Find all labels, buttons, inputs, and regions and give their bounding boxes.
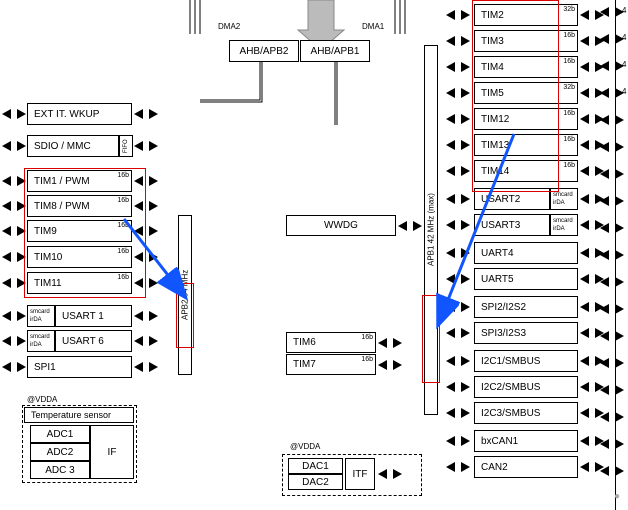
right-arrow-in-4: [446, 113, 470, 125]
side-fifo: FIFO: [119, 135, 133, 157]
right-block-15: I2C3/SMBUS: [474, 402, 578, 424]
left-arrow-out-3: [134, 200, 158, 212]
wwdg-arrow: [398, 220, 422, 232]
wwdg-box: WWDG: [286, 215, 396, 236]
far-right-arrow-7: [600, 195, 624, 207]
ahb-apb2-box: AHB/APB2: [229, 40, 299, 62]
left-block-4: TIM916b: [27, 220, 132, 242]
left-block-0: EXT IT. WKUP: [27, 103, 132, 125]
far-right-arrow-10: [600, 276, 624, 288]
right-arrow-in-2: [446, 61, 470, 73]
left-arrow-ext-0: [2, 108, 26, 120]
far-right-arrow-3: [600, 87, 624, 99]
right-block-0: TIM232b: [474, 4, 578, 26]
watermark: ●: [614, 491, 620, 502]
left-block-3: TIM8 / PWM16b: [27, 195, 132, 217]
blue-arrow-right: [430, 130, 525, 340]
far-right-arrow-9: [600, 249, 624, 261]
far-right-arrow-4: [600, 114, 624, 126]
far-right-arrow-13: [600, 357, 624, 369]
far-right-arrow-5: [600, 141, 624, 153]
left-block-6: TIM1116b: [27, 272, 132, 294]
left-arrow-ext-9: [2, 361, 26, 373]
dac-out-arrow: [378, 468, 402, 480]
side-irdA: smcard irDA: [27, 330, 55, 352]
left-arrow-ext-2: [2, 175, 26, 187]
right-side-7: smcard irDA: [550, 188, 578, 210]
left-arrow-ext-5: [2, 251, 26, 263]
right-block-4: TIM1216b: [474, 108, 578, 130]
center-vdda: @VDDA: [290, 442, 320, 451]
tim6-arrow: [378, 337, 402, 349]
far-right-arrow-12: [600, 330, 624, 342]
far-right-arrow-14: [600, 384, 624, 396]
far-right-arrow-6: [600, 168, 624, 180]
left-block-8: USART 6: [55, 330, 132, 352]
left-block-5: TIM1016b: [27, 246, 132, 268]
left-arrow-ext-6: [2, 277, 26, 289]
left-block-9: SPI1: [27, 356, 132, 378]
far-right-arrow-2: [600, 60, 624, 72]
far-right-arrow-16: [600, 438, 624, 450]
far-right-num-1: 4: [622, 33, 626, 42]
tim6: TIM6 16b: [286, 332, 376, 353]
left-arrow-out-9: [134, 361, 158, 373]
dma-lines: [170, 0, 430, 35]
right-arrow-in-13: [446, 355, 470, 367]
ahb-apb1-box: AHB/APB1: [300, 40, 370, 62]
left-arrow-ext-7: [2, 310, 26, 322]
left-arrow-ext-1: [2, 140, 26, 152]
right-block-14: I2C2/SMBUS: [474, 376, 578, 398]
dac-itf: ITF: [345, 458, 375, 490]
tim7-arrow: [378, 359, 402, 371]
tim6-label: TIM6: [293, 337, 316, 348]
adc-group-outline: [22, 405, 137, 483]
right-arrow-in-0: [446, 9, 470, 21]
left-arrow-ext-4: [2, 225, 26, 237]
left-arrow-out-8: [134, 335, 158, 347]
left-arrow-out-2: [134, 175, 158, 187]
right-side-8: smcard irDA: [550, 214, 578, 236]
far-right-num-3: 4: [622, 87, 626, 96]
left-arrow-ext-3: [2, 200, 26, 212]
far-right-arrow-1: [600, 33, 624, 45]
right-block-16: bxCAN1: [474, 430, 578, 452]
far-right-arrow-17: [600, 465, 624, 477]
left-arrow-out-1: [134, 140, 158, 152]
tim7: TIM7 16b: [286, 354, 376, 375]
right-arrow-in-3: [446, 87, 470, 99]
right-arrow-in-14: [446, 381, 470, 393]
right-arrow-in-17: [446, 461, 470, 473]
far-right-arrow-11: [600, 303, 624, 315]
left-block-1: SDIO / MMC: [27, 135, 119, 157]
side-irdA: smcard irDA: [27, 305, 55, 327]
right-block-3: TIM532b: [474, 82, 578, 104]
right-arrow-in-15: [446, 407, 470, 419]
blue-arrow-left: [120, 215, 198, 313]
right-arrow-in-1: [446, 35, 470, 47]
tim7-label: TIM7: [293, 359, 316, 370]
far-right-arrow-0: [600, 6, 624, 18]
dac1: DAC1: [288, 458, 343, 474]
right-block-17: CAN2: [474, 456, 578, 478]
far-right-arrow-8: [600, 222, 624, 234]
right-block-2: TIM416b: [474, 56, 578, 78]
far-right-num-2: 4: [622, 60, 626, 69]
left-block-2: TIM1 / PWM16b: [27, 170, 132, 192]
right-block-13: I2C1/SMBUS: [474, 350, 578, 372]
far-right-num-0: 4: [622, 6, 626, 15]
left-arrow-ext-8: [2, 335, 26, 347]
right-block-1: TIM316b: [474, 30, 578, 52]
right-arrow-in-16: [446, 435, 470, 447]
dac2: DAC2: [288, 474, 343, 490]
left-vdda: @VDDA: [27, 395, 57, 404]
left-arrow-out-0: [134, 108, 158, 120]
far-right-arrow-15: [600, 411, 624, 423]
